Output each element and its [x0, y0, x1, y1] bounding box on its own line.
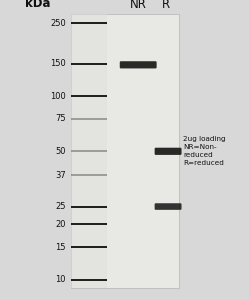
FancyBboxPatch shape — [155, 203, 182, 210]
Bar — [71, 14, 107, 288]
Text: 250: 250 — [50, 19, 66, 28]
Text: NR: NR — [130, 0, 147, 11]
Text: 25: 25 — [56, 202, 66, 211]
Text: 10: 10 — [56, 275, 66, 284]
Text: 100: 100 — [50, 92, 66, 100]
Text: 2ug loading
NR=Non-
reduced
R=reduced: 2ug loading NR=Non- reduced R=reduced — [183, 136, 226, 166]
Text: 15: 15 — [56, 243, 66, 252]
Text: kDa: kDa — [25, 0, 50, 10]
Text: 50: 50 — [56, 147, 66, 156]
FancyBboxPatch shape — [120, 61, 157, 68]
Text: 75: 75 — [55, 115, 66, 124]
Text: 150: 150 — [50, 59, 66, 68]
Bar — [71, 14, 179, 288]
Text: 37: 37 — [55, 171, 66, 180]
Text: R: R — [162, 0, 170, 11]
FancyBboxPatch shape — [155, 148, 182, 155]
Text: 20: 20 — [56, 220, 66, 229]
